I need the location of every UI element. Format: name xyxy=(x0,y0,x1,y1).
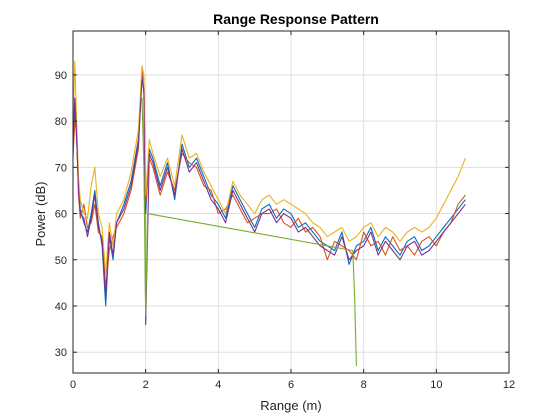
y-tick-label: 90 xyxy=(55,70,67,82)
x-tick-label: 0 xyxy=(70,379,76,391)
y-tick-label: 50 xyxy=(55,255,67,267)
y-axis-label: Power (dB) xyxy=(33,181,48,246)
data-series xyxy=(72,60,466,367)
series-line-3 xyxy=(72,60,466,275)
x-axis-label: Range (m) xyxy=(260,398,321,413)
x-tick-label: 12 xyxy=(503,379,515,391)
x-tick-label: 6 xyxy=(288,379,294,391)
y-tick-label: 80 xyxy=(55,116,67,128)
x-axis-ticks: 0 2 4 6 8 10 12 xyxy=(70,31,515,391)
x-tick-label: 2 xyxy=(143,379,149,391)
y-tick-label: 60 xyxy=(55,209,67,221)
x-tick-label: 10 xyxy=(430,379,442,391)
series-line-5 xyxy=(141,97,357,367)
x-tick-label: 8 xyxy=(361,379,367,391)
y-tick-label: 30 xyxy=(55,347,67,359)
series-line-4 xyxy=(72,78,466,326)
x-tick-label: 4 xyxy=(215,379,221,391)
y-axis-ticks: 30 40 50 60 70 80 90 xyxy=(55,70,509,359)
y-tick-label: 40 xyxy=(55,301,67,313)
y-tick-label: 70 xyxy=(55,162,67,174)
chart-title: Range Response Pattern xyxy=(213,11,379,27)
